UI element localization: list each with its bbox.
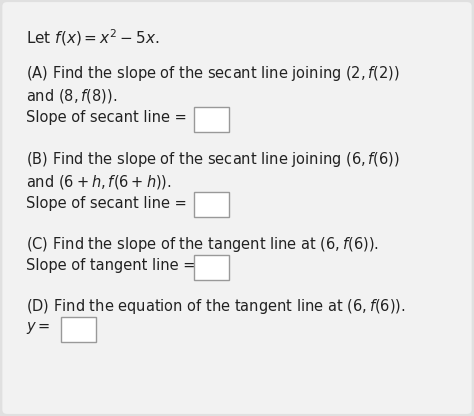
Text: Slope of secant line =: Slope of secant line = — [26, 196, 187, 210]
Text: Let $f(x) = x^2 - 5x$.: Let $f(x) = x^2 - 5x$. — [26, 27, 159, 48]
Text: Slope of secant line =: Slope of secant line = — [26, 110, 187, 125]
FancyBboxPatch shape — [194, 192, 229, 217]
Text: (D) Find the equation of the tangent line at $(6, f(6))$.: (D) Find the equation of the tangent lin… — [26, 297, 406, 317]
Text: (B) Find the slope of the secant line joining $(6, f(6))$: (B) Find the slope of the secant line jo… — [26, 150, 400, 169]
Text: (A) Find the slope of the secant line joining $(2, f(2))$: (A) Find the slope of the secant line jo… — [26, 64, 400, 84]
Text: (C) Find the slope of the tangent line at $(6, f(6))$.: (C) Find the slope of the tangent line a… — [26, 235, 379, 254]
FancyBboxPatch shape — [61, 317, 96, 342]
Text: $y =$: $y =$ — [26, 320, 51, 336]
Text: and $(8, f(8))$.: and $(8, f(8))$. — [26, 87, 118, 105]
Text: and $(6 + h, f(6 + h))$.: and $(6 + h, f(6 + h))$. — [26, 173, 172, 191]
FancyBboxPatch shape — [194, 255, 229, 280]
FancyBboxPatch shape — [194, 107, 229, 132]
Text: Slope of tangent line =: Slope of tangent line = — [26, 258, 195, 273]
